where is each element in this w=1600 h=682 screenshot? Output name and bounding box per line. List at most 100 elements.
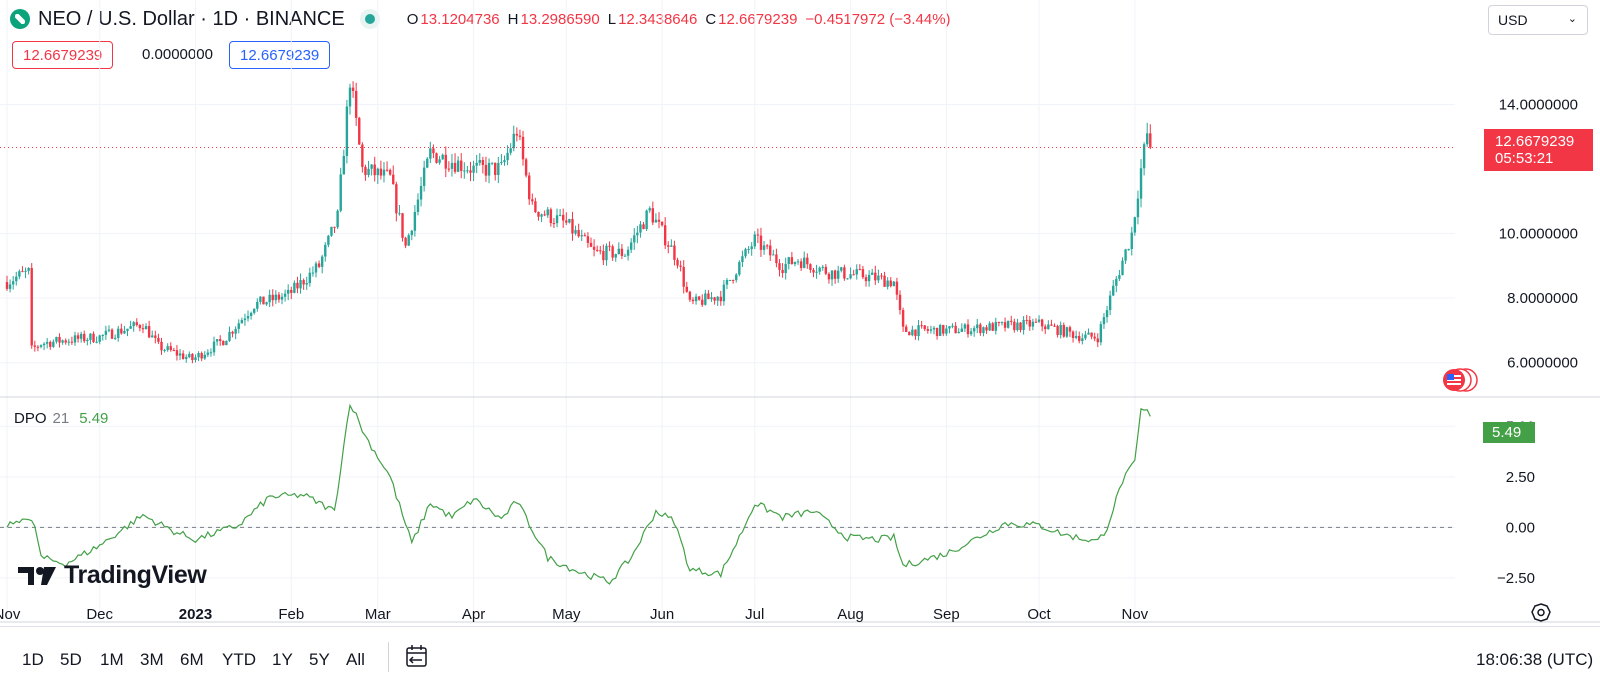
candle-body <box>735 274 738 281</box>
range-button-5d[interactable]: 5D <box>60 650 82 669</box>
symbol-title[interactable]: NEO / U.S. Dollar · 1D · BINANCE <box>38 7 345 30</box>
candle-body <box>21 271 24 273</box>
candle-body <box>147 326 151 338</box>
candle-body <box>1124 249 1127 261</box>
candle-body <box>963 324 967 329</box>
candle-body <box>1078 336 1081 342</box>
range-button-1y[interactable]: 1Y <box>272 650 293 669</box>
candle-body <box>129 326 132 329</box>
candle-body <box>793 262 797 265</box>
candle-body <box>314 263 318 273</box>
candle-body <box>52 341 55 347</box>
dpo-tick-label: 2.50 <box>1506 469 1535 486</box>
candles <box>0 81 1455 364</box>
candle-body <box>311 272 315 274</box>
candle-body <box>1053 325 1056 327</box>
candle-body <box>540 214 543 217</box>
candle-body <box>741 256 744 263</box>
candle-body <box>398 213 401 215</box>
candle-body <box>1105 310 1109 318</box>
candle-body <box>1019 322 1022 331</box>
candle-body <box>926 329 930 331</box>
candle-body <box>138 325 142 329</box>
price-value-box: 12.6679239 <box>12 41 114 69</box>
price-chart[interactable]: 14.0000000 10.0000000 8.0000000 6.0000000 5.… <box>0 0 1600 626</box>
candle-body <box>660 221 664 226</box>
range-button-5y[interactable]: 5Y <box>309 650 330 669</box>
candle-body <box>537 211 540 217</box>
candle-body <box>871 272 874 275</box>
candle-body <box>286 289 290 294</box>
candle-body <box>861 269 865 278</box>
currency-value: USD <box>1498 12 1528 28</box>
candle-body <box>806 257 809 265</box>
candle-body <box>373 164 376 176</box>
candle-body <box>243 318 247 321</box>
candle-body <box>249 312 253 316</box>
candle-body <box>154 335 157 338</box>
candle-body <box>194 357 197 361</box>
candle-body <box>552 223 556 225</box>
candle-body <box>61 340 64 343</box>
candle-body <box>1047 324 1050 330</box>
dpo-legend[interactable]: DPO 21 5.49 <box>14 410 108 427</box>
currency-select[interactable]: USD ⌄ <box>1488 5 1588 35</box>
date-range-icon[interactable] <box>404 644 430 675</box>
candle-body <box>633 235 636 243</box>
candle-body <box>388 169 392 175</box>
candle-body <box>330 226 333 236</box>
candle-body <box>92 333 95 343</box>
toolbar-divider <box>388 642 389 672</box>
candle-body <box>821 266 824 268</box>
candle-body <box>354 90 358 118</box>
candle-body <box>253 308 256 313</box>
candle-body <box>413 212 417 231</box>
candle-body <box>701 299 704 305</box>
candle-body <box>98 335 101 342</box>
candle-body <box>1087 332 1090 335</box>
candle-body <box>1115 278 1118 286</box>
candle-body <box>18 271 21 277</box>
candle-body <box>86 339 89 342</box>
us-flag-icon[interactable] <box>1442 366 1478 399</box>
candle-body <box>592 246 596 250</box>
candle-body <box>382 169 386 176</box>
candle-body <box>512 133 515 149</box>
candle-body <box>1071 331 1075 338</box>
gear-icon[interactable] <box>1530 602 1552 629</box>
candle-body <box>231 331 234 334</box>
candle-body <box>976 324 979 329</box>
candle-body <box>256 301 259 309</box>
candle-body <box>197 353 200 358</box>
range-button-6m[interactable]: 6M <box>180 650 204 669</box>
candle-body <box>762 245 766 250</box>
candle-body <box>555 215 559 224</box>
utc-clock[interactable]: 18:06:38 (UTC) <box>1476 650 1594 669</box>
candle-body <box>725 279 729 285</box>
candle-body <box>191 353 194 361</box>
candle-body <box>73 335 77 343</box>
candle-body <box>219 339 222 341</box>
candle-body <box>324 244 327 257</box>
candle-body <box>83 333 86 342</box>
range-button-all[interactable]: All <box>346 650 365 669</box>
candle-body <box>1093 336 1096 339</box>
tradingview-logo[interactable]: TradingView <box>18 561 207 590</box>
candle-body <box>503 160 506 163</box>
range-button-1d[interactable]: 1D <box>22 650 44 669</box>
open-label: O <box>406 10 419 28</box>
candle-body <box>651 208 655 223</box>
candle-body <box>840 267 843 271</box>
candle-body <box>772 254 775 256</box>
candle-body <box>36 346 40 348</box>
candle-body <box>11 281 15 285</box>
candle-body <box>117 328 120 338</box>
range-button-3m[interactable]: 3M <box>140 650 164 669</box>
candle-body <box>342 155 346 175</box>
candle-body <box>484 164 488 176</box>
low-value: 12.3438646 <box>618 10 698 28</box>
candle-body <box>521 136 525 160</box>
range-button-ytd[interactable]: YTD <box>222 650 256 669</box>
candle-body <box>426 158 429 168</box>
range-button-1m[interactable]: 1M <box>100 650 124 669</box>
